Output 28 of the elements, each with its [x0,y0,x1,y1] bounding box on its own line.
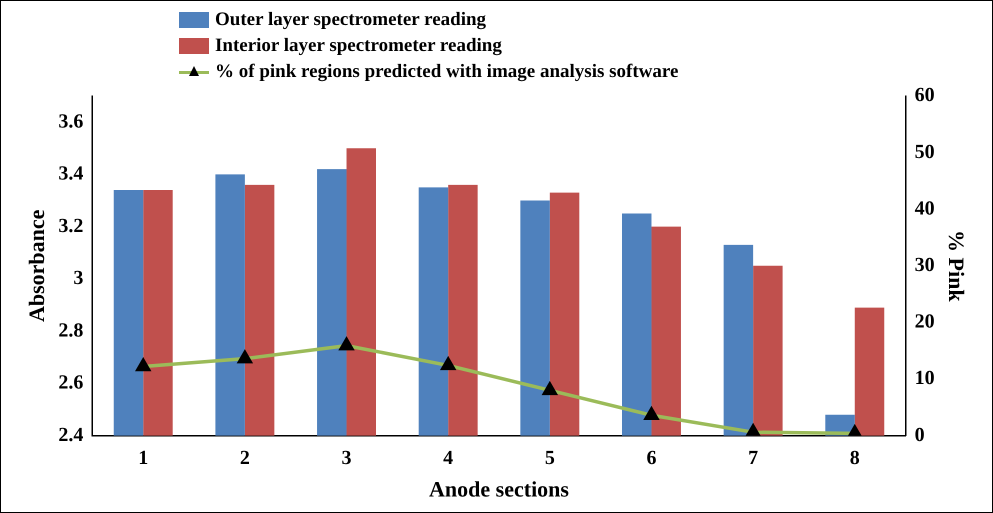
x-tick-label: 8 [850,446,860,469]
x-tick-label: 1 [138,446,148,469]
y-tick-label: 3 [73,267,84,290]
y2-tick-label: 60 [914,84,935,106]
legend-label: Interior layer spectrometer reading [215,35,502,57]
x-tick-label: 6 [646,446,656,469]
legend-label: Outer layer spectrometer reading [215,9,486,31]
y-tick-label: 2.6 [58,372,84,394]
y-tick-label: 2.4 [58,424,84,446]
x-tick-label: 4 [443,446,454,469]
y-tick-label: 2.8 [58,319,84,342]
y2-tick-label: 50 [914,140,935,163]
y2-tick-label: 40 [914,197,935,220]
y2-tick-label: 20 [914,310,935,333]
y2-tick-label: 30 [914,254,935,276]
x-tick-label: 3 [342,446,352,469]
x-tick-label: 7 [748,446,758,469]
x-tick-label: 5 [544,446,555,469]
y2-tick-label: 0 [914,424,925,446]
y-tick-label: 3.6 [58,110,84,132]
y-axis-title: Absorbance [24,209,49,322]
x-tick-label: 2 [240,446,250,469]
y-tick-label: 3.4 [58,162,84,185]
x-axis-title: Anode sections [429,476,570,502]
y2-tick-label: 10 [914,367,935,390]
y-tick-label: 3.2 [58,214,84,237]
legend-label: % of pink regions predicted with image analysis software [215,61,678,83]
y2-axis-title: % Pink [944,230,970,302]
